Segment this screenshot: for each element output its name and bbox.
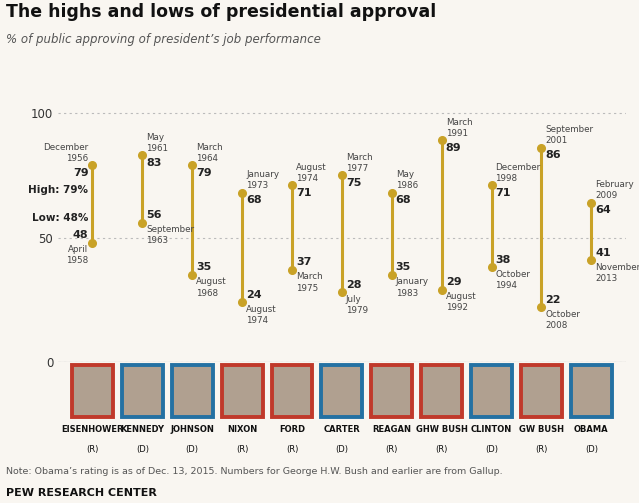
Text: 79: 79 <box>73 168 88 178</box>
Text: March
1977: March 1977 <box>346 153 373 173</box>
Text: JOHNSON: JOHNSON <box>170 425 214 434</box>
Text: 35: 35 <box>196 263 212 273</box>
Bar <box>471 365 512 417</box>
Bar <box>272 365 312 417</box>
Bar <box>222 365 263 417</box>
Text: 83: 83 <box>146 158 162 168</box>
Text: (D): (D) <box>335 445 348 454</box>
Text: December
1998: December 1998 <box>495 162 541 183</box>
Bar <box>371 365 412 417</box>
Text: 28: 28 <box>346 280 362 290</box>
Text: NIXON: NIXON <box>227 425 258 434</box>
Text: FORD: FORD <box>279 425 305 434</box>
Text: 41: 41 <box>596 247 611 258</box>
Text: 79: 79 <box>196 168 212 178</box>
Text: March
1991: March 1991 <box>445 118 472 138</box>
Text: November
2013: November 2013 <box>596 263 639 283</box>
Text: (D): (D) <box>186 445 199 454</box>
Text: (R): (R) <box>535 445 548 454</box>
Text: May
1986: May 1986 <box>396 170 418 190</box>
Text: Low: 48%: Low: 48% <box>32 213 88 223</box>
Text: EISENHOWER: EISENHOWER <box>61 425 124 434</box>
Text: 24: 24 <box>246 290 262 300</box>
Text: 38: 38 <box>495 255 511 265</box>
Bar <box>172 365 213 417</box>
Text: (D): (D) <box>585 445 598 454</box>
Text: September
2001: September 2001 <box>546 125 594 145</box>
Text: October
2008: October 2008 <box>546 310 580 330</box>
Text: September
1963: September 1963 <box>146 225 194 245</box>
Text: KENNEDY: KENNEDY <box>120 425 164 434</box>
Text: The highs and lows of presidential approval: The highs and lows of presidential appro… <box>6 3 436 21</box>
Text: CARTER: CARTER <box>323 425 360 434</box>
Text: 89: 89 <box>445 143 461 153</box>
Bar <box>421 365 462 417</box>
Text: February
2009: February 2009 <box>596 180 634 200</box>
Text: (R): (R) <box>385 445 398 454</box>
Text: 35: 35 <box>396 263 411 273</box>
Text: GHW BUSH: GHW BUSH <box>416 425 468 434</box>
Text: GW BUSH: GW BUSH <box>519 425 564 434</box>
Text: March
1975: March 1975 <box>296 273 323 293</box>
Text: 64: 64 <box>596 205 611 215</box>
Bar <box>122 365 163 417</box>
Text: August
1968: August 1968 <box>196 278 227 298</box>
Text: 56: 56 <box>146 210 162 220</box>
Text: CLINTON: CLINTON <box>471 425 512 434</box>
Text: OBAMA: OBAMA <box>574 425 608 434</box>
Bar <box>521 365 562 417</box>
Text: (D): (D) <box>136 445 149 454</box>
Text: January
1973: January 1973 <box>246 170 279 190</box>
Text: REAGAN: REAGAN <box>373 425 412 434</box>
Text: March
1964: March 1964 <box>196 143 223 163</box>
Text: 86: 86 <box>546 150 561 160</box>
Text: 71: 71 <box>495 188 511 198</box>
Text: April
1958: April 1958 <box>66 245 88 265</box>
Bar <box>72 365 113 417</box>
Bar <box>571 365 612 417</box>
Text: 68: 68 <box>396 195 412 205</box>
Text: High: 79%: High: 79% <box>29 185 88 195</box>
Text: (R): (R) <box>435 445 448 454</box>
Text: July
1979: July 1979 <box>346 295 368 315</box>
Text: August
1992: August 1992 <box>445 292 476 312</box>
Text: PEW RESEARCH CENTER: PEW RESEARCH CENTER <box>6 488 157 498</box>
Text: January
1983: January 1983 <box>396 278 429 298</box>
Text: % of public approving of president’s job performance: % of public approving of president’s job… <box>6 33 321 46</box>
Text: August
1974: August 1974 <box>296 162 327 183</box>
Text: 71: 71 <box>296 188 311 198</box>
Text: (D): (D) <box>485 445 498 454</box>
Bar <box>321 365 362 417</box>
Text: (R): (R) <box>286 445 298 454</box>
Text: Note: Obama’s rating is as of Dec. 13, 2015. Numbers for George H.W. Bush and ea: Note: Obama’s rating is as of Dec. 13, 2… <box>6 467 503 476</box>
Text: 22: 22 <box>546 295 561 305</box>
Text: 29: 29 <box>445 278 461 287</box>
Text: August
1974: August 1974 <box>246 305 277 325</box>
Text: May
1961: May 1961 <box>146 133 168 153</box>
Text: 37: 37 <box>296 258 311 268</box>
Text: October
1994: October 1994 <box>495 270 530 290</box>
Text: (R): (R) <box>86 445 98 454</box>
Text: 48: 48 <box>73 230 88 240</box>
Text: December
1956: December 1956 <box>43 143 88 163</box>
Text: 75: 75 <box>346 178 361 188</box>
Text: 68: 68 <box>246 195 262 205</box>
Text: (R): (R) <box>236 445 249 454</box>
